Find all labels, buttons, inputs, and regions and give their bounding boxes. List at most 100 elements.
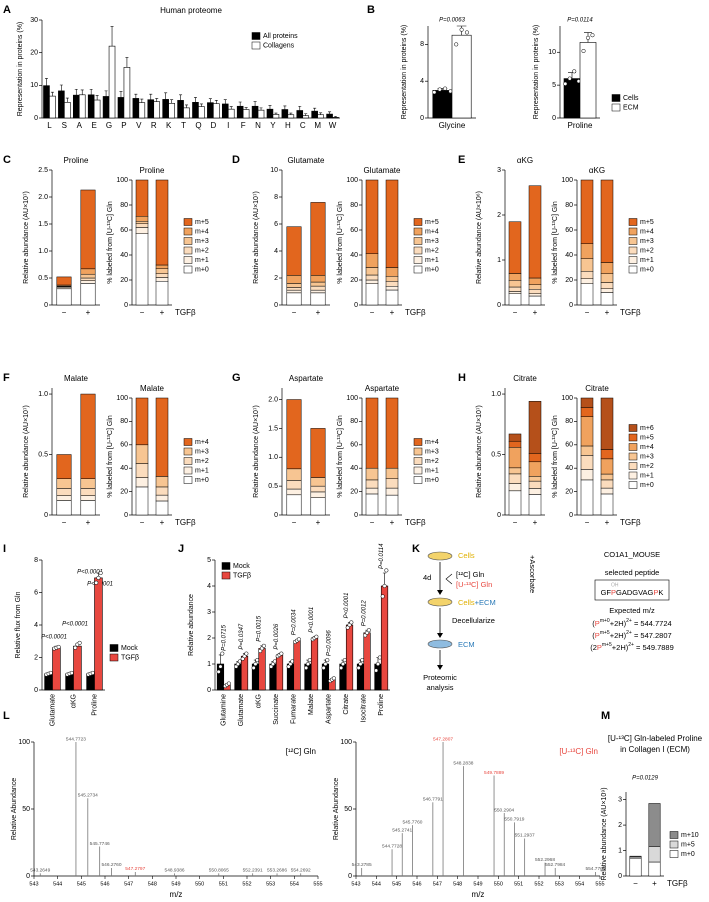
formula-part: P <box>595 619 600 628</box>
data-point <box>375 661 381 667</box>
chart-title: αKG <box>589 166 605 175</box>
data-point <box>253 661 258 667</box>
x-tick-label: Glutamate <box>49 694 56 726</box>
bar-segment <box>286 292 302 306</box>
bar <box>49 95 56 119</box>
legend-label: m+3 <box>195 448 209 455</box>
legend-swatch <box>183 476 193 484</box>
y-axis-label: Relative abundance (AU×10⁷) <box>23 405 30 498</box>
error-bar <box>74 88 78 96</box>
y-tick-label: 10 <box>270 167 278 174</box>
y-tick-label: 6 <box>274 221 278 228</box>
formula-part: +2H) <box>610 619 627 628</box>
legend-label: Mock <box>233 563 250 570</box>
peak-label: 547.2797 <box>125 866 145 872</box>
y-axis-label: % labeled from [U-¹³C] Gln <box>337 201 344 284</box>
bar-segment <box>580 469 594 481</box>
bar-segment <box>56 495 72 501</box>
formula-part: 2+ <box>626 630 632 636</box>
x-tick-label: Fumarate <box>291 694 298 724</box>
y-axis-label: % labeled from [U-¹³C] Gln <box>337 415 344 498</box>
peak-label: 547.2807 <box>433 736 453 742</box>
y-tick-label: 4 <box>274 248 278 255</box>
error-bar <box>155 98 159 102</box>
bar-segment <box>528 494 542 516</box>
x-axis-label: TGFβ <box>405 308 426 317</box>
bar <box>380 585 389 691</box>
y-tick-label: 50 <box>22 806 30 813</box>
x-tick-label: + <box>605 518 610 527</box>
bar-segment <box>648 861 661 877</box>
bar-segment <box>600 473 614 481</box>
x-tick-label: K <box>166 121 172 130</box>
y-tick-label: 4 <box>420 78 424 85</box>
y-axis-label: Representation in proteins (%) <box>401 25 408 120</box>
y-axis-label: Relative abundance (AU×10⁷) <box>476 405 483 498</box>
legend-swatch <box>183 227 193 236</box>
error-bar <box>304 113 308 116</box>
chart-title: Glutamate <box>364 166 401 175</box>
protein-label: CO1A1_MOUSE <box>604 550 660 559</box>
y-tick-label: 1.0 <box>38 391 48 398</box>
legend-label: Collagens <box>263 42 295 49</box>
peptide-residue: P <box>611 588 616 597</box>
modification-label: OH <box>611 582 619 588</box>
ecm-label: +ECM <box>475 598 496 607</box>
y-tick-label: 1.5 <box>268 425 278 432</box>
step-label: Decellularize <box>452 616 495 625</box>
bar-segment <box>135 216 149 222</box>
bar <box>310 637 319 691</box>
y-tick-label: 60 <box>350 227 358 234</box>
data-point <box>331 676 336 681</box>
bar-segment <box>286 226 302 276</box>
y-tick-label: 100 <box>561 177 573 184</box>
data-point <box>384 568 389 573</box>
x-tick-label: Succinate <box>273 694 280 725</box>
bar <box>236 105 244 119</box>
legend-label: m+10 <box>681 832 699 839</box>
annotation: P=0.0063 <box>439 18 466 24</box>
x-tick-label: A <box>77 121 83 130</box>
legend-label: m+3 <box>425 448 439 455</box>
bar <box>374 663 382 691</box>
legend-label: m+5 <box>195 219 209 226</box>
bar-segment <box>508 286 522 292</box>
y-tick-label: 0 <box>348 873 352 880</box>
legend-swatch <box>669 831 679 839</box>
chart-title: [U-¹³C] Gln-labeled Proline <box>608 734 703 743</box>
bar-segment <box>508 473 522 484</box>
x-axis-label: TGFβ <box>667 879 688 888</box>
data-point <box>261 643 266 648</box>
peak-label: 545.7760 <box>402 819 422 825</box>
formulas: (Pm+0+2H)2+ = 544.7724(Pm+5+2H)2+ = 547.… <box>590 618 674 652</box>
legend-swatch <box>628 481 638 489</box>
error-bar <box>283 105 287 110</box>
y-axis-label: % labeled from [U-¹³C] Gln <box>552 415 559 498</box>
chart-title: Malate <box>140 384 165 393</box>
bar-segment <box>80 488 96 496</box>
x-tick-label: − <box>585 518 590 527</box>
peak-label: 545.2734 <box>78 793 98 799</box>
dish-icon <box>427 551 453 561</box>
bar-segment <box>508 293 522 306</box>
legend-swatch <box>628 218 638 226</box>
x-tick-label: Proline <box>378 694 385 716</box>
y-tick-label: 4 <box>207 583 211 590</box>
peak-label: 551.2937 <box>515 833 535 839</box>
x-tick-label: N <box>255 121 261 130</box>
legend-swatch <box>183 246 193 255</box>
peak-label: 548.2838 <box>453 760 473 766</box>
x-axis-label: m/z <box>170 890 183 899</box>
bar-segment <box>155 268 169 274</box>
bar <box>162 99 169 119</box>
data-point <box>94 580 99 585</box>
y-tick-label: 60 <box>120 227 128 234</box>
y-tick-label: 0 <box>569 512 573 519</box>
y-tick-label: 5 <box>207 557 211 564</box>
bar-segment <box>365 493 379 516</box>
x-tick-label: Proline <box>91 694 98 716</box>
panel-letter: M <box>601 710 610 722</box>
x-tick-label: − <box>585 308 590 317</box>
x-tick-label: Proline <box>568 121 593 130</box>
y-tick-label: 0 <box>124 512 128 519</box>
